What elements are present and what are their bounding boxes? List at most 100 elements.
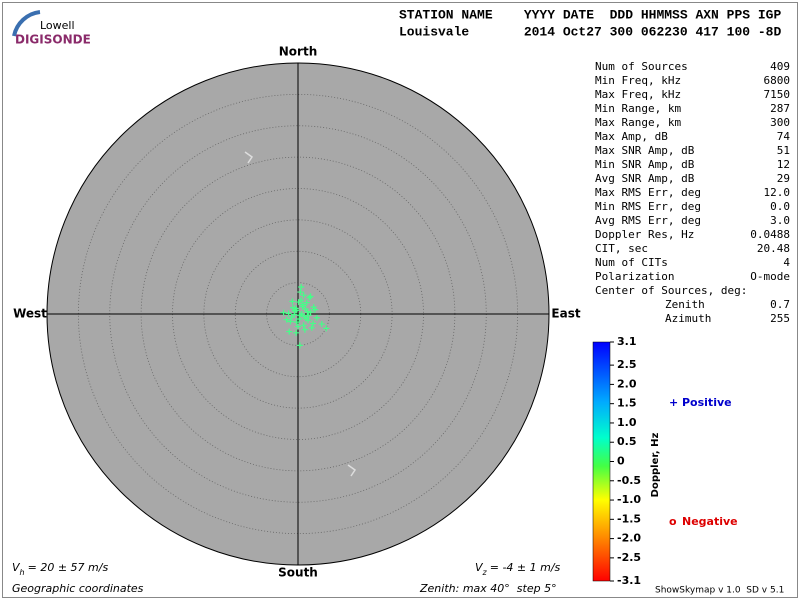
stat-label: Min Freq, kHz [595,74,681,87]
stat-label: Max RMS Err, deg [595,186,701,199]
stat-value: 0.0 [770,200,790,213]
colorbar-tick-label: -2.0 [617,532,641,545]
colorbar-tick-label: 1.5 [617,397,637,410]
stat-value: 3.0 [770,214,790,227]
stat-label: Avg RMS Err, deg [595,214,701,227]
source-point [299,303,306,310]
header-columns: STATION NAME YYYY DATE DDD HHMMSS AXN PP… [399,7,781,22]
stat-label: Num of Sources [595,60,688,73]
stat-value: 409 [770,60,790,73]
colorbar-tick-label: -3.1 [617,574,641,587]
header-values: Louisvale 2014 Oct27 300 062230 417 100 … [399,24,781,39]
negative-label: Negative [682,515,738,528]
negative-symbol: o [669,515,677,528]
stat-label: Min Range, km [595,102,681,115]
source-point [304,308,311,315]
version: ShowSkymap v 1.0 SD v 5.1 [655,586,784,596]
source-point [286,328,293,335]
stat-value: 287 [770,102,790,115]
stat-label: CIT, sec [595,242,648,255]
stat-value: O-mode [750,270,790,283]
colorbar-tick-label: 2.0 [617,377,637,390]
source-point [291,311,298,318]
center-value: 0.7 [770,298,790,311]
source-point [295,323,301,330]
colorbar-tick-label: 1.0 [617,416,637,429]
source-point [323,325,330,332]
marker [347,464,357,477]
source-point [296,342,303,349]
stat-label: Avg SNR Amp, dB [595,172,695,185]
skymap: North South West East [13,45,581,580]
direction-north: North [279,45,317,59]
center-value: 255 [770,312,790,325]
stat-value: 51 [777,144,790,157]
vz: Vz = -4 ± 1 m/s [475,561,561,577]
center-title: Center of Sources, deg: [595,284,747,297]
source-point [296,316,303,323]
marker [244,151,254,164]
stat-label: Max SNR Amp, dB [595,144,695,157]
center-label: Azimuth [665,312,711,325]
stat-label: Min RMS Err, deg [595,200,701,213]
stat-label: Min SNR Amp, dB [595,158,695,171]
direction-east: East [551,307,580,321]
colorbar-tick-label: -1.0 [617,493,641,506]
source-point [293,307,300,314]
colorbar-tick-label: 3.1 [617,335,637,348]
logo-bottom: DIGISONDE [15,33,91,47]
source-point [300,292,307,299]
source-point [303,315,310,322]
vh: Vh = 20 ± 57 m/s [12,561,108,577]
source-point [308,324,315,331]
stat-value: 12.0 [764,186,791,199]
source-point [283,316,290,323]
colorbar-tick-label: 0.5 [617,435,637,448]
source-point [298,311,305,317]
colorbar: 3.1 2.5 2.0 1.5 1.0 0.5 0 -0.5 -1.0 -1.5 -2.0 -2.5 -… [592,335,738,587]
source-point [318,321,325,328]
stat-value: 29 [777,172,790,185]
source-point [293,319,300,326]
source-point [295,299,302,306]
stat-value: 20.48 [757,242,790,255]
stat-label: Num of CITs [595,256,668,269]
source-point [298,284,305,291]
stat-value: 4 [783,256,790,269]
stat-value: 74 [777,130,791,143]
colorbar-label: Doppler, Hz [650,433,661,498]
source-point [301,326,308,333]
source-point [303,299,310,306]
logo-top: Lowell [40,19,75,32]
source-point [293,329,300,336]
source-point [300,322,307,329]
stat-value: 7150 [764,88,791,101]
source-point [285,310,292,317]
colorbar-tick-label: -1.5 [617,512,641,525]
direction-south: South [278,566,318,580]
source-point [310,320,317,327]
stat-label: Polarization [595,270,674,283]
source-point [287,318,294,325]
source-point [310,304,317,311]
positive-symbol: + [669,396,678,409]
stat-value: 300 [770,116,790,129]
source-point [306,294,313,301]
source-point [307,309,314,316]
direction-west: West [13,307,47,321]
source-point [313,314,320,321]
stat-label: Max Freq, kHz [595,88,681,101]
zenith-info: Zenith: max 40° step 5° [419,582,557,595]
logo-swoosh [12,10,41,37]
stat-value: 0.0488 [750,228,790,241]
stat-value: 12 [777,158,790,171]
stat-label: Max Range, km [595,116,681,129]
stat-value: 6800 [764,74,791,87]
coordinates: Geographic coordinates [12,582,144,595]
source-point [289,298,296,305]
source-point [297,289,304,296]
colorbar-tick-label: 2.5 [617,358,637,371]
positive-label: Positive [682,396,732,409]
